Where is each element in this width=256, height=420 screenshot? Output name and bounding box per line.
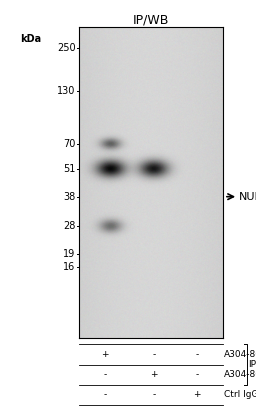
Text: kDa: kDa: [20, 34, 42, 44]
Text: IP: IP: [248, 360, 256, 369]
Text: NUDCD3: NUDCD3: [239, 192, 256, 202]
Text: 38: 38: [63, 192, 76, 202]
Text: -: -: [195, 350, 199, 359]
Text: 51: 51: [63, 164, 76, 174]
Text: -: -: [195, 370, 199, 379]
Text: +: +: [193, 390, 201, 399]
Text: +: +: [101, 350, 109, 359]
Text: Ctrl IgG: Ctrl IgG: [224, 390, 256, 399]
Text: 28: 28: [63, 221, 76, 231]
Text: 250: 250: [57, 42, 76, 52]
Text: +: +: [150, 370, 158, 379]
Text: A304-866A: A304-866A: [224, 370, 256, 379]
Text: -: -: [103, 370, 107, 379]
Text: -: -: [152, 390, 156, 399]
Title: IP/WB: IP/WB: [133, 13, 169, 26]
Text: -: -: [103, 390, 107, 399]
Text: 70: 70: [63, 139, 76, 149]
Text: 130: 130: [57, 86, 76, 96]
Text: -: -: [152, 350, 156, 359]
Text: A304-865A: A304-865A: [224, 350, 256, 359]
Text: 16: 16: [63, 262, 76, 272]
Text: 19: 19: [63, 249, 76, 259]
